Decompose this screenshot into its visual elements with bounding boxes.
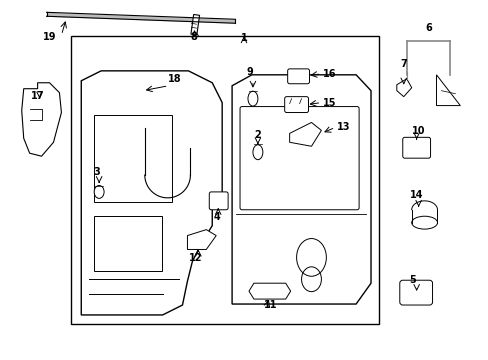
Bar: [94, 114, 171, 202]
Ellipse shape: [252, 145, 263, 159]
Polygon shape: [187, 230, 216, 249]
Text: 3: 3: [94, 167, 101, 177]
Polygon shape: [436, 75, 459, 105]
Text: 1: 1: [240, 33, 247, 43]
FancyBboxPatch shape: [284, 96, 308, 113]
Text: 15: 15: [323, 98, 336, 108]
Bar: [190, 14, 199, 35]
Bar: [94, 216, 162, 271]
Text: 18: 18: [167, 74, 181, 84]
Text: 12: 12: [188, 253, 202, 264]
FancyBboxPatch shape: [209, 192, 228, 210]
Polygon shape: [289, 122, 321, 146]
Ellipse shape: [411, 216, 437, 229]
Polygon shape: [232, 75, 370, 304]
Text: 4: 4: [213, 212, 220, 222]
Text: 7: 7: [400, 59, 407, 69]
Text: 6: 6: [425, 23, 431, 33]
Text: 19: 19: [43, 32, 56, 42]
Polygon shape: [81, 71, 222, 315]
Text: 2: 2: [254, 130, 261, 140]
Text: 16: 16: [323, 69, 336, 79]
Polygon shape: [248, 283, 290, 299]
Text: 11: 11: [264, 300, 277, 310]
Ellipse shape: [247, 91, 257, 106]
Text: 5: 5: [408, 275, 415, 285]
FancyBboxPatch shape: [399, 280, 432, 305]
Ellipse shape: [94, 185, 104, 198]
Text: 17: 17: [31, 91, 44, 100]
Text: 14: 14: [409, 190, 423, 200]
Bar: [71, 36, 378, 324]
FancyBboxPatch shape: [402, 137, 429, 158]
FancyBboxPatch shape: [287, 69, 309, 84]
Text: 10: 10: [411, 126, 425, 136]
Text: 8: 8: [190, 32, 197, 42]
Polygon shape: [21, 83, 61, 156]
Text: 13: 13: [337, 122, 350, 132]
Text: 9: 9: [246, 67, 253, 77]
Polygon shape: [396, 79, 411, 96]
